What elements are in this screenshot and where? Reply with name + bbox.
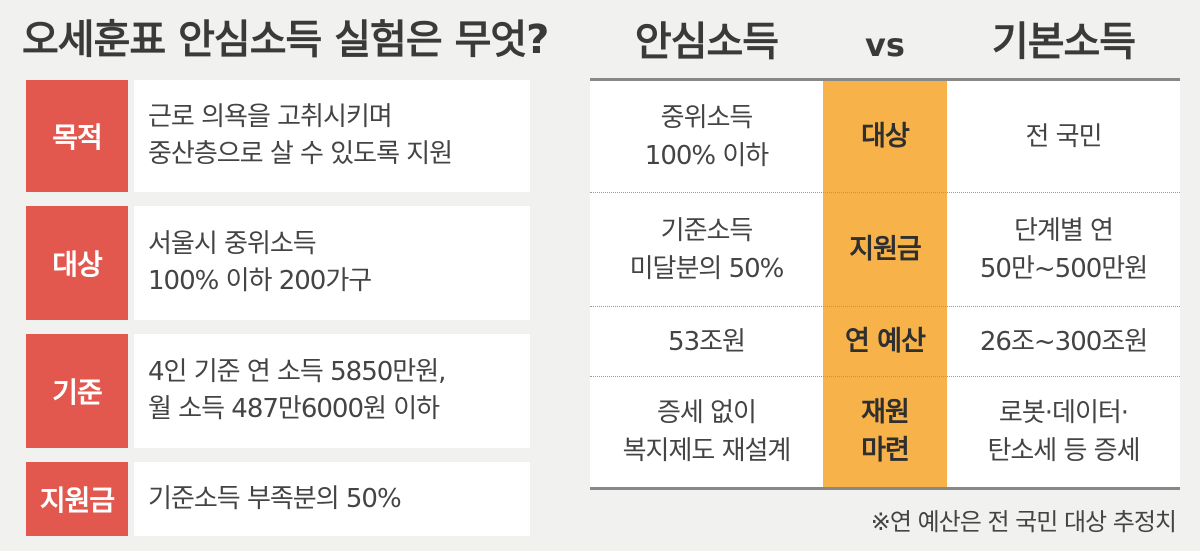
header-safe-income: 안심소득 [634, 19, 779, 65]
left-row-criteria: 기준 4인 기준 연 소득 5850만원, 월 소득 487만6000원 이하 [26, 334, 530, 448]
desc-line: 기준소득 부족분의 50% [148, 483, 402, 514]
cell-line: 대상 [861, 121, 910, 152]
cell-line: 지원금 [849, 234, 922, 265]
cell-line: 전 국민 [1025, 122, 1102, 152]
cell-line: 연 예산 [845, 326, 926, 357]
cell-line: 기준소득 [660, 216, 754, 246]
table-row: 53조원 연 예산 26조~300조원 [590, 307, 1180, 377]
table-row: 중위소득 100% 이하 대상 전 국민 [590, 81, 1180, 193]
table-row: 증세 없이 복지제도 재설계 재원 마련 로봇·데이터· 탄소세 등 증세 [590, 377, 1180, 487]
cell-line: 재원 [861, 397, 910, 428]
row-label: 대상 [26, 206, 128, 320]
cell-line: 중위소득 [660, 103, 754, 133]
desc-line: 100% 이하 200가구 [148, 266, 372, 296]
cell-basic-income: 단계별 연 50만~500만원 [947, 193, 1180, 307]
desc-line: 월 소득 487만6000원 이하 [148, 394, 440, 424]
left-row-target: 대상 서울시 중위소득 100% 이하 200가구 [26, 206, 530, 320]
row-label: 기준 [26, 334, 128, 448]
vs-label: vs [865, 26, 905, 64]
cell-safe-income: 중위소득 100% 이하 [590, 81, 823, 193]
cell-safe-income: 증세 없이 복지제도 재설계 [590, 377, 823, 487]
left-title: 오세훈표 안심소득 실험은 무엇? [22, 17, 549, 63]
cell-category: 재원 마련 [823, 377, 947, 487]
cell-basic-income: 전 국민 [947, 81, 1180, 193]
row-label: 지원금 [26, 462, 128, 536]
cell-safe-income: 53조원 [590, 307, 823, 377]
cell-line: 마련 [861, 435, 910, 466]
cell-category: 연 예산 [823, 307, 947, 377]
desc-line: 서울시 중위소득 [148, 229, 317, 259]
table-row: 기준소득 미달분의 50% 지원금 단계별 연 50만~500만원 [590, 193, 1180, 307]
desc-line: 중산층으로 살 수 있도록 지원 [148, 139, 453, 169]
row-description: 기준소득 부족분의 50% [134, 462, 530, 536]
cell-category: 대상 [823, 81, 947, 193]
desc-line: 근로 의욕을 고취시키며 [148, 102, 393, 132]
cell-line: 증세 없이 [657, 398, 757, 428]
cell-line: 로봇·데이터· [998, 398, 1129, 428]
cell-line: 탄소세 등 증세 [987, 436, 1140, 466]
row-description: 근로 의욕을 고취시키며 중산층으로 살 수 있도록 지원 [134, 80, 530, 192]
cell-line: 복지제도 재설계 [622, 436, 792, 466]
row-label: 목적 [26, 80, 128, 192]
cell-line: 100% 이하 [644, 141, 769, 171]
comparison-table: 중위소득 100% 이하 대상 전 국민 기준소득 미달분의 50% 지원금 단… [590, 78, 1180, 490]
cell-category: 지원금 [823, 193, 947, 307]
center-band [823, 81, 947, 487]
cell-line: 미달분의 50% [629, 254, 785, 284]
desc-line: 4인 기준 연 소득 5850만원, [148, 357, 446, 387]
row-description: 서울시 중위소득 100% 이하 200가구 [134, 206, 530, 320]
cell-basic-income: 26조~300조원 [947, 307, 1180, 377]
cell-basic-income: 로봇·데이터· 탄소세 등 증세 [947, 377, 1180, 487]
cell-safe-income: 기준소득 미달분의 50% [590, 193, 823, 307]
header-basic-income: 기본소득 [991, 19, 1136, 65]
cell-line: 단계별 연 [1014, 216, 1114, 246]
footnote: ※연 예산은 전 국민 대상 추정치 [870, 508, 1177, 536]
left-row-purpose: 목적 근로 의욕을 고취시키며 중산층으로 살 수 있도록 지원 [26, 80, 530, 192]
cell-line: 53조원 [668, 327, 746, 357]
cell-line: 26조~300조원 [979, 327, 1148, 357]
cell-line: 50만~500만원 [979, 254, 1148, 284]
row-description: 4인 기준 연 소득 5850만원, 월 소득 487만6000원 이하 [134, 334, 530, 448]
left-row-subsidy: 지원금 기준소득 부족분의 50% [26, 462, 530, 536]
